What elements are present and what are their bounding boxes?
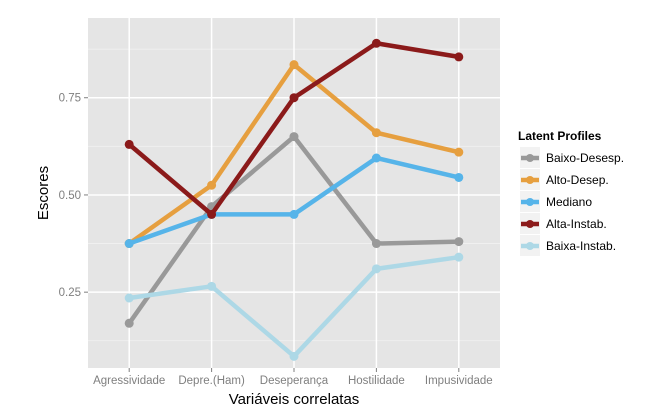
data-point (454, 172, 464, 182)
data-point (289, 351, 299, 361)
grid-major (88, 18, 500, 368)
legend-key-point (526, 242, 534, 250)
legend-label: Mediano (546, 195, 592, 209)
legend-key-point (526, 198, 534, 206)
data-point (207, 281, 217, 291)
data-point (289, 209, 299, 219)
y-tick-label: 0.50 (59, 190, 81, 202)
x-tick-label: Deseperança (260, 375, 329, 387)
x-tick-label: Impusividade (425, 375, 493, 387)
data-point (124, 239, 134, 249)
series-alta-instab (124, 38, 464, 219)
series-baixo-desesp (124, 132, 464, 328)
y-tick-label: 0.25 (59, 287, 81, 299)
legend-label: Baixo-Desesp. (546, 151, 624, 165)
legend-label: Baixa-Instab. (546, 239, 616, 253)
legend-item: Baixa-Instab. (520, 235, 616, 256)
legend-item: Alto-Desep. (520, 169, 609, 190)
data-point (289, 60, 299, 70)
data-point (371, 38, 381, 48)
legend-title: Latent Profiles (518, 129, 602, 143)
data-point (289, 132, 299, 142)
legend-key-point (526, 154, 534, 162)
data-point (371, 264, 381, 274)
data-point (454, 147, 464, 157)
data-point (371, 239, 381, 249)
x-tick-label: Depre.(Ham) (178, 375, 245, 387)
data-point (124, 318, 134, 328)
legend-item: Mediano (520, 191, 592, 212)
data-point (289, 93, 299, 103)
data-point (124, 293, 134, 303)
data-point (124, 139, 134, 149)
x-tick-label: Agressividade (93, 375, 165, 387)
x-tick-label: Hostilidade (348, 375, 405, 387)
legend: Latent Profiles Baixo-Desesp. Alto-Desep.… (518, 129, 624, 256)
series-baixa-instab (124, 252, 464, 361)
series-layer (124, 38, 464, 361)
data-point (207, 180, 217, 190)
data-point (371, 153, 381, 163)
x-axis-ticks: Agressividade Depre.(Ham) Deseperança Hosti… (93, 368, 493, 387)
data-point (454, 237, 464, 247)
legend-label: Alto-Desep. (546, 173, 609, 187)
data-point (371, 128, 381, 138)
legend-key-point (526, 220, 534, 228)
y-axis-ticks: 0.25 0.50 0.75 (59, 93, 88, 299)
legend-item: Baixo-Desesp. (520, 147, 624, 168)
data-point (454, 52, 464, 62)
data-point (454, 252, 464, 262)
data-point (207, 209, 217, 219)
x-axis-title: Variáveis correlatas (229, 391, 360, 408)
legend-label: Alta-Instab. (546, 217, 607, 231)
y-tick-label: 0.75 (59, 93, 81, 105)
y-axis-title: Escores (35, 166, 52, 220)
legend-key-point (526, 176, 534, 184)
legend-item: Alta-Instab. (520, 213, 607, 234)
